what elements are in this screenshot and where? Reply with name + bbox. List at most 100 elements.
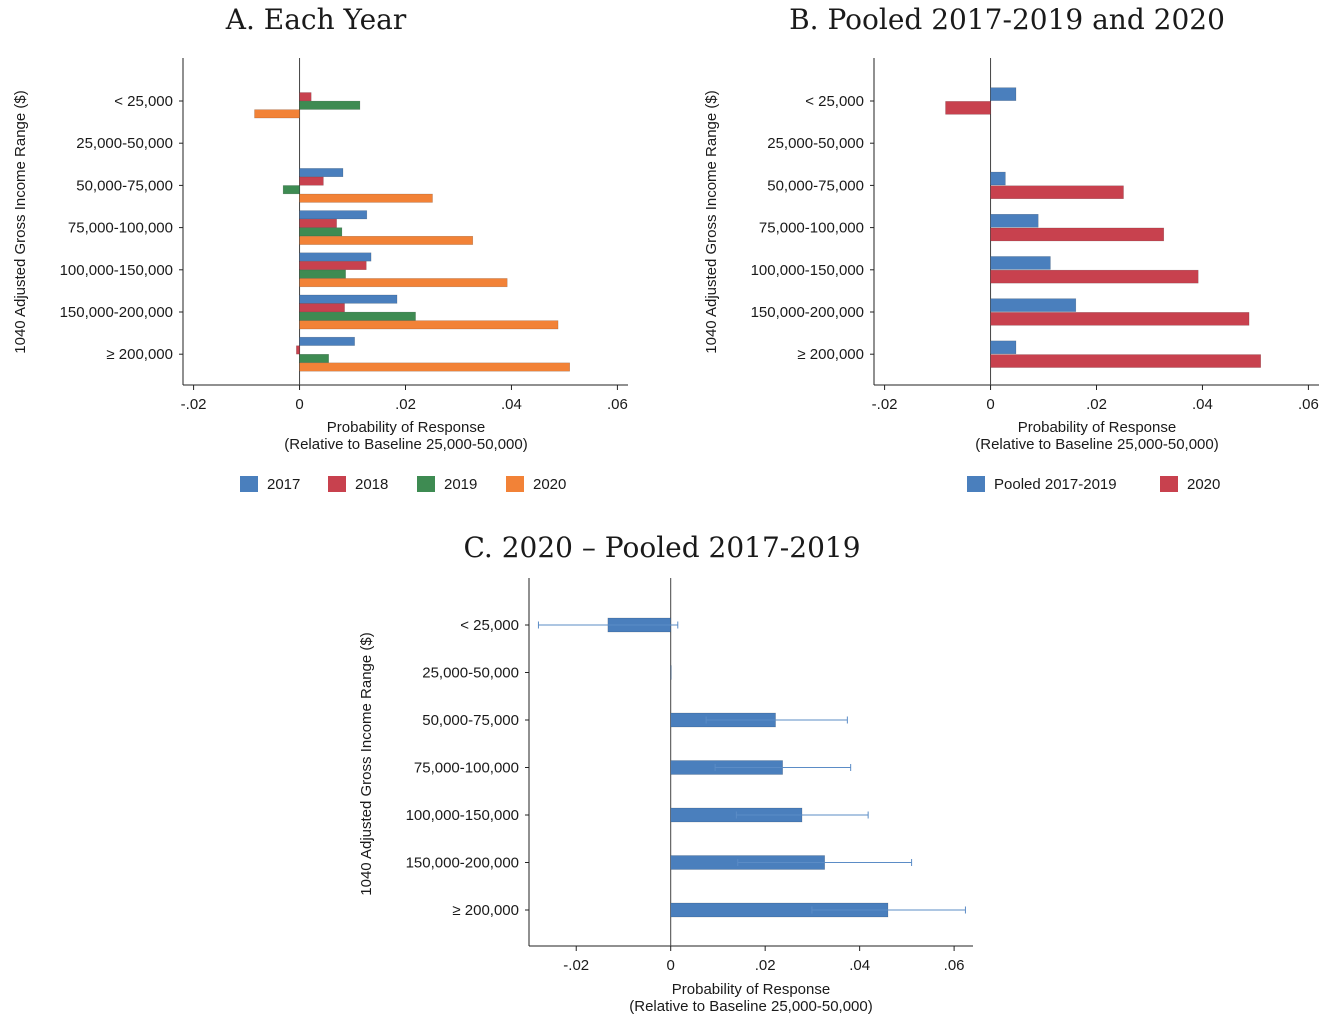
panel-c-bar-difference (670, 665, 672, 680)
panel-a-category-label: < 25,000 (114, 93, 173, 110)
panel-a-bar-2020 (299, 362, 570, 372)
panel-a-x-tick-label: .02 (395, 396, 416, 413)
panel-a-x-tick-label: .04 (501, 396, 522, 413)
panel-a-bar-2020 (299, 278, 508, 288)
panel-a-bar-2019 (299, 269, 346, 279)
panel-b-legend-swatch (1160, 476, 1178, 492)
panel-a-category-label: 75,000-100,000 (68, 220, 173, 237)
panel-c-category-label: < 25,000 (460, 617, 519, 634)
panel-b-bar-2020 (990, 227, 1165, 242)
panel-b-bar-pooled-2017-2019 (990, 171, 1006, 186)
panel-a-x-axis-label-line2: (Relative to Baseline 25,000-50,000) (284, 436, 528, 453)
panel-a-y-axis-label: 1040 Adjusted Gross Income Range ($) (12, 90, 29, 353)
panel-b-x-tick-label: 0 (986, 396, 994, 413)
panel-b-x-tick-label: .02 (1086, 396, 1107, 413)
panel-a-bar-2020 (299, 193, 433, 203)
panel-a-bar-2018 (299, 176, 324, 186)
panel-a-bar-2020 (299, 235, 474, 245)
panel-b-bar-pooled-2017-2019 (990, 87, 1017, 101)
panel-c-category-label: 75,000-100,000 (414, 760, 519, 777)
panel-c-category-label: ≥ 200,000 (452, 902, 519, 919)
panel-a-x-tick-label: 0 (295, 396, 303, 413)
panel-b-category-label: < 25,000 (805, 93, 864, 110)
panel-b-bar-pooled-2017-2019 (990, 340, 1017, 355)
panel-b-legend-label: Pooled 2017-2019 (994, 476, 1117, 493)
panel-b-category-label: 100,000-150,000 (751, 262, 864, 279)
panel-a-bar-2019 (299, 354, 329, 363)
panel-c-x-axis-label-line1: Probability of Response (672, 981, 830, 998)
panel-a-bar-2017 (299, 210, 368, 220)
panel-b-category-label: ≥ 200,000 (797, 346, 864, 363)
panel-c-category-label: 100,000-150,000 (406, 807, 519, 824)
panel-a-bar-2019 (282, 185, 300, 195)
panel-b-category-label: 150,000-200,000 (751, 304, 864, 321)
panel-a-x-tick-label: .06 (607, 396, 628, 413)
panel-b-bar-2020 (990, 185, 1124, 199)
panel-a-legend-label: 2017 (267, 476, 300, 493)
panel-a-each-year: A. Each Year 1040 Adjusted Gross Income … (12, 3, 628, 493)
panel-a-bar-2018 (299, 92, 312, 102)
panel-c-x-tick-label: .04 (849, 957, 870, 974)
panel-b-legend-label: 2020 (1187, 476, 1220, 493)
panel-a-legend-label: 2018 (355, 476, 388, 493)
panel-a-legend-swatch (417, 476, 435, 492)
panel-a-bar-2017 (299, 336, 355, 346)
panel-b-x-tick-label: .06 (1298, 396, 1319, 413)
panel-b-x-tick-label: -.02 (872, 396, 898, 413)
panel-b-bar-2020 (945, 101, 991, 115)
panel-a-x-tick-label: -.02 (181, 396, 207, 413)
panel-a-bar-2017 (299, 294, 398, 304)
panel-c-difference: C. 2020 – Pooled 2017-2019 1040 Adjusted… (358, 531, 973, 1015)
panel-a-legend-label: 2019 (444, 476, 477, 493)
panel-b-bar-pooled-2017-2019 (990, 256, 1051, 270)
panel-a-bar-2018 (299, 261, 367, 270)
panel-b-x-tick-label: .04 (1192, 396, 1213, 413)
panel-a-bar-2017 (299, 252, 372, 262)
panel-a-category-label: 50,000-75,000 (76, 177, 173, 194)
panel-b-bar-2020 (990, 312, 1250, 326)
panel-a-legend-swatch (328, 476, 346, 492)
panel-c-x-tick-label: .02 (755, 957, 776, 974)
panel-a-bar-2018 (296, 345, 300, 355)
panel-b-y-axis-label: 1040 Adjusted Gross Income Range ($) (703, 90, 720, 353)
panel-c-x-tick-label: -.02 (563, 957, 589, 974)
panel-b-pooled: B. Pooled 2017-2019 and 2020 1040 Adjust… (703, 3, 1319, 493)
panel-a-bar-2017 (299, 168, 344, 178)
panel-c-category-label: 50,000-75,000 (422, 712, 519, 729)
panel-a-bar-2019 (299, 311, 416, 321)
panel-b-x-axis-label-line2: (Relative to Baseline 25,000-50,000) (975, 436, 1219, 453)
panel-a-bar-2018 (299, 218, 337, 228)
panel-a-category-label: ≥ 200,000 (106, 346, 173, 363)
panel-c-y-axis-label: 1040 Adjusted Gross Income Range ($) (358, 632, 375, 895)
panel-c-category-label: 25,000-50,000 (422, 665, 519, 682)
panel-b-legend: Pooled 2017-2019 2020 (967, 476, 1220, 493)
panel-b-category-label: 50,000-75,000 (767, 177, 864, 194)
panel-a-title: A. Each Year (225, 3, 407, 36)
panel-b-bar-pooled-2017-2019 (990, 214, 1039, 228)
panel-c-title: C. 2020 – Pooled 2017-2019 (463, 531, 860, 564)
panel-b-x-axis-label-line1: Probability of Response (1018, 419, 1176, 436)
panel-a-bar-2018 (299, 303, 345, 313)
panel-a-bar-2020 (299, 320, 559, 330)
panel-c-x-axis-label-line2: (Relative to Baseline 25,000-50,000) (629, 998, 873, 1015)
panel-a-legend-swatch (240, 476, 258, 492)
panel-a-legend-label: 2020 (533, 476, 566, 493)
panel-b-category-label: 75,000-100,000 (759, 220, 864, 237)
panel-b-title: B. Pooled 2017-2019 and 2020 (789, 3, 1225, 36)
panel-b-bar-2020 (990, 354, 1261, 368)
panel-c-x-tick-label: 0 (667, 957, 675, 974)
panel-c-category-label: 150,000-200,000 (406, 855, 519, 872)
panel-b-legend-swatch (967, 476, 985, 492)
panel-a-bar-2019 (299, 100, 361, 110)
panel-b-bar-2020 (990, 269, 1199, 284)
panel-a-legend-swatch (506, 476, 524, 492)
panel-a-legend: 2017 2018 2019 2020 (240, 476, 566, 493)
panel-a-x-axis-label-line1: Probability of Response (327, 419, 485, 436)
panel-a-category-label: 25,000-50,000 (76, 135, 173, 152)
panel-b-category-label: 25,000-50,000 (767, 135, 864, 152)
panel-a-bar-2020 (254, 109, 300, 119)
panel-a-category-label: 150,000-200,000 (60, 304, 173, 321)
panel-c-x-tick-label: .06 (944, 957, 965, 974)
panel-a-bar-2019 (299, 227, 343, 237)
